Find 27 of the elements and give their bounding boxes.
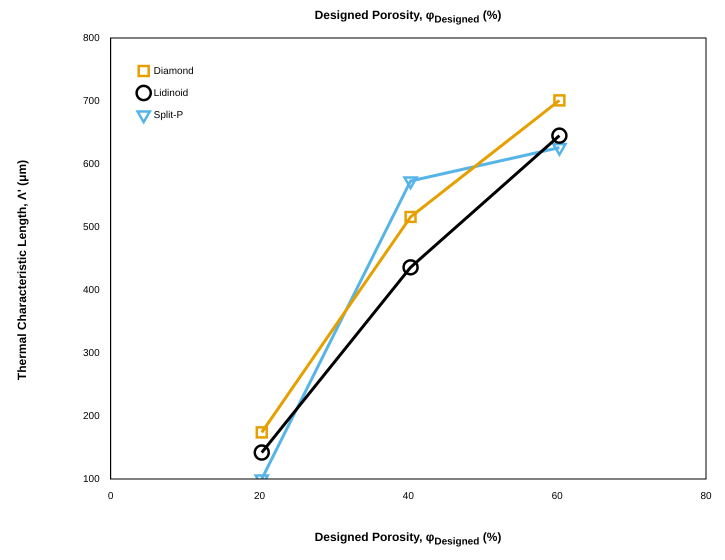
legend-label: Diamond bbox=[154, 66, 194, 77]
y-tick-label: 700 bbox=[82, 96, 100, 107]
legend-label: Lidinoid bbox=[154, 88, 188, 99]
legend-label: Split-P bbox=[154, 110, 184, 121]
point bbox=[403, 176, 418, 190]
x-axis-title: Designed Porosity, φ$_{Designed}$ (%) bbox=[314, 530, 502, 548]
point bbox=[551, 127, 568, 144]
x-tick-label: 60 bbox=[552, 490, 564, 502]
y-tick-label: 800 bbox=[82, 32, 100, 44]
point bbox=[553, 94, 566, 107]
point bbox=[256, 426, 268, 439]
y-tick-label: 500 bbox=[82, 222, 100, 233]
y-tick-label: 200 bbox=[82, 410, 100, 422]
chart-title: Designed Porosity, φ$_{Designed}$ (%) bbox=[314, 8, 502, 26]
y-tick-label: 600 bbox=[82, 158, 100, 170]
point bbox=[404, 210, 417, 224]
y-axis-title: Thermal Characteristic Length, Λ' (μm) bbox=[15, 160, 29, 380]
point bbox=[402, 259, 419, 276]
x-tick-label: 40 bbox=[402, 490, 414, 502]
point bbox=[253, 444, 270, 461]
x-tick-label: 20 bbox=[254, 490, 266, 502]
x-tick-label: 0 bbox=[108, 490, 114, 502]
point bbox=[552, 142, 567, 156]
y-tick-label: 300 bbox=[82, 348, 100, 359]
y-tick-label: 400 bbox=[82, 284, 100, 296]
y-tick-label: 100 bbox=[82, 474, 100, 485]
x-tick-label: 80 bbox=[700, 490, 712, 502]
